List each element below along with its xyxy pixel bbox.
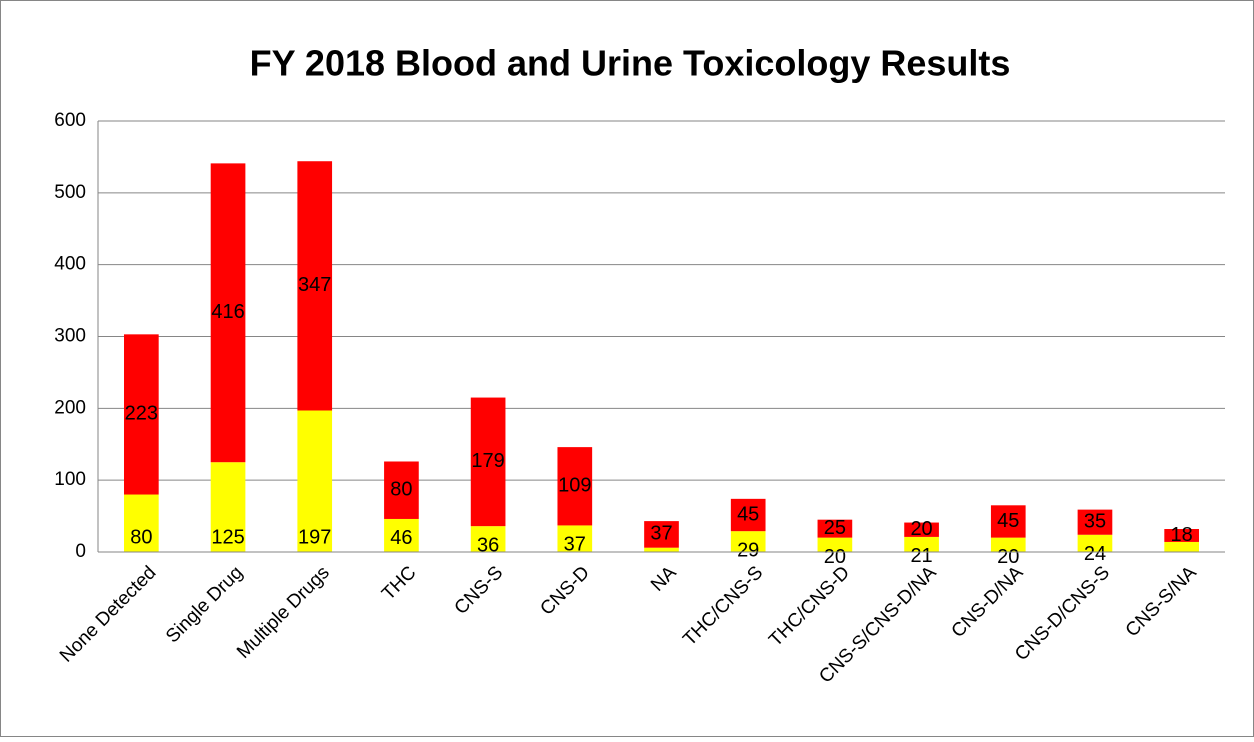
data-label: 20 (910, 518, 932, 540)
bar-segment (904, 536, 939, 552)
data-label: 25 (824, 517, 846, 539)
data-label: 20 (824, 546, 846, 568)
bar-segment (990, 505, 1026, 538)
data-label: 179 (471, 450, 504, 472)
bar-segment (1077, 509, 1113, 535)
data-label: 416 (211, 301, 244, 323)
bar-segment (210, 462, 246, 552)
bar-segment (124, 494, 159, 552)
y-tick-label: 400 (54, 254, 86, 275)
data-label: 46 (390, 527, 412, 549)
y-tick-label: 300 (54, 326, 86, 347)
data-label: 45 (737, 503, 759, 525)
bar-segment (470, 397, 506, 527)
bar-segment (644, 521, 679, 548)
bar-segment (557, 447, 593, 526)
bar-segment (1164, 529, 1199, 542)
bar-segment (557, 525, 593, 552)
data-label: 125 (211, 526, 244, 548)
data-label: 37 (564, 534, 586, 556)
data-label: 109 (558, 475, 591, 497)
bar-segment (210, 163, 246, 463)
bar-segment (384, 518, 419, 552)
bar-segment (1164, 541, 1199, 552)
data-label: 197 (298, 526, 331, 548)
data-label: 24 (1084, 543, 1106, 565)
bar-segment (644, 547, 679, 552)
data-label: 21 (910, 545, 932, 567)
bar-segment (730, 531, 766, 552)
bar-segment (817, 537, 853, 552)
bar-segment (730, 498, 766, 532)
bar-segment (1077, 534, 1113, 552)
bar-segment (297, 161, 333, 411)
data-label: 35 (1084, 510, 1106, 532)
data-label: 37 (650, 523, 672, 545)
data-label: 18 (1171, 524, 1193, 546)
data-label: 29 (737, 539, 759, 561)
y-tick-label: 500 (54, 182, 86, 203)
data-label: 20 (997, 546, 1019, 568)
y-tick-label: 0 (75, 541, 86, 562)
data-label: 223 (125, 403, 158, 425)
data-label: 36 (477, 534, 499, 556)
bar-segment (470, 526, 506, 552)
chart-title: FY 2018 Blood and Urine Toxicology Resul… (250, 43, 1011, 84)
bar-segment (904, 522, 939, 537)
bar-segment (297, 410, 333, 552)
bar-segment (990, 537, 1026, 552)
y-tick-label: 100 (54, 469, 86, 490)
bar-segment (124, 334, 159, 495)
data-label: 80 (390, 479, 412, 501)
bar-segment (817, 519, 853, 538)
y-tick-label: 600 (54, 110, 86, 131)
data-label: 347 (298, 274, 331, 296)
bar-segment (384, 461, 419, 519)
y-tick-label: 200 (54, 397, 86, 418)
data-label: 45 (997, 510, 1019, 532)
data-label: 80 (130, 526, 152, 548)
